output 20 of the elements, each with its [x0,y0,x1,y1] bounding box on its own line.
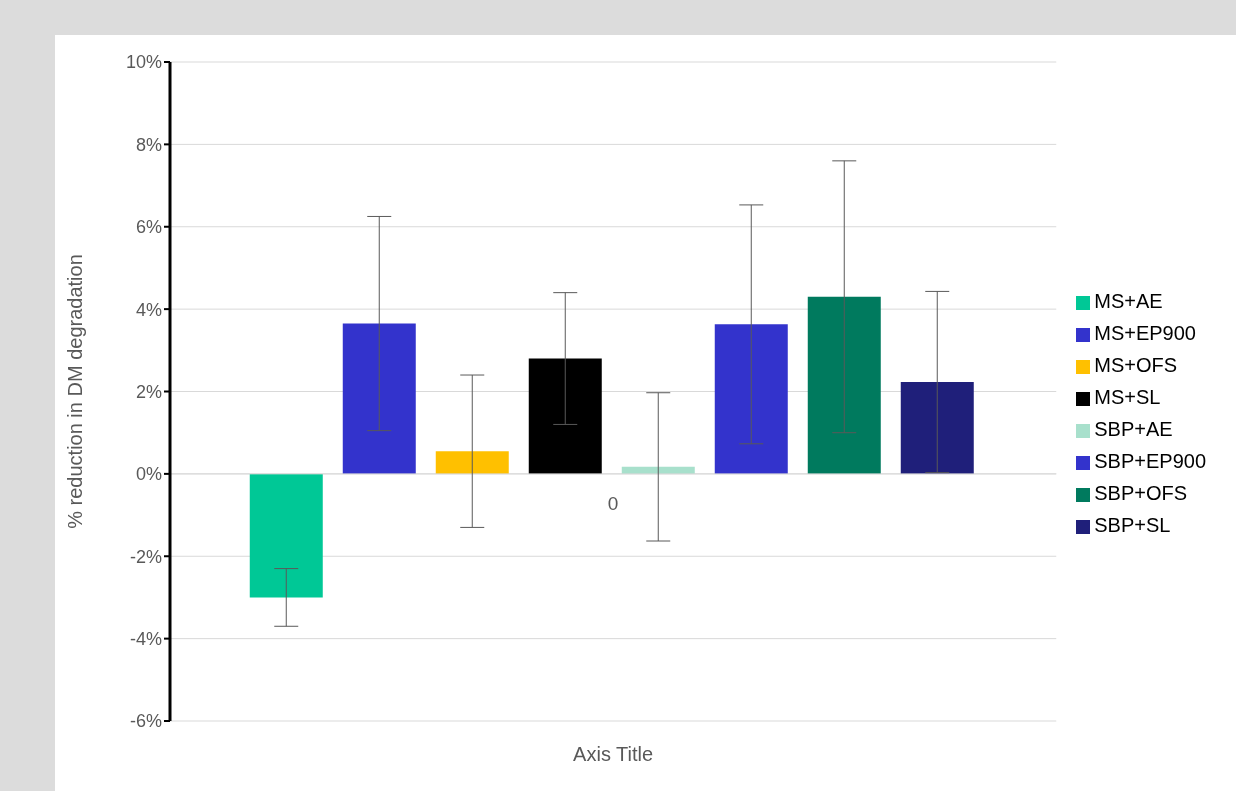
legend-label: MS+EP900 [1094,322,1196,344]
y-tick-label: 4% [135,299,162,320]
legend-label: MS+SL [1094,386,1161,408]
legend-label: SBP+OFS [1094,482,1188,504]
y-tick-label: 10% [125,52,162,73]
legend-label: MS+OFS [1094,354,1178,376]
x-axis-title: Axis Title [573,743,654,765]
y-tick-label: -2% [129,546,162,567]
y-axis-title: % reduction in DM degradation [64,254,87,529]
y-tick-label: 6% [135,217,162,238]
legend-label: SBP+AE [1094,418,1173,440]
y-tick-label: -6% [129,711,162,732]
legend-label: SBP+EP900 [1094,450,1206,472]
y-tick-label: -4% [129,629,162,650]
y-tick-label: 0% [135,464,162,485]
legend-label: SBP+SL [1094,514,1171,536]
x-tick-label: 0 [607,492,619,514]
y-tick-label: 2% [135,381,162,402]
legend-label: MS+AE [1094,290,1163,312]
y-tick-label: 8% [135,134,162,155]
